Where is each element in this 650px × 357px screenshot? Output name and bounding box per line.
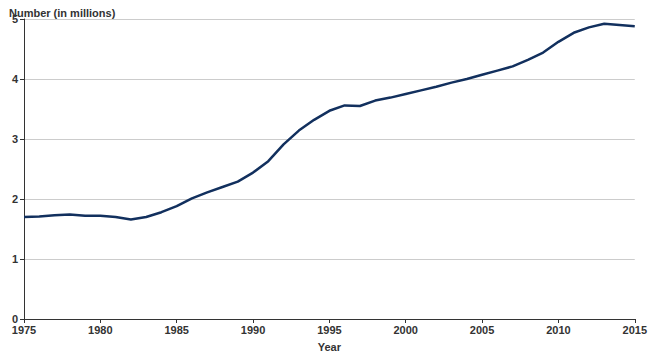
svg-text:0: 0 (11, 313, 18, 325)
svg-text:Year: Year (318, 341, 342, 353)
svg-text:2: 2 (12, 193, 18, 205)
svg-text:Number (in millions): Number (in millions) (9, 7, 116, 19)
svg-text:2010: 2010 (546, 324, 570, 336)
svg-text:1985: 1985 (164, 324, 188, 336)
svg-text:3: 3 (12, 133, 18, 145)
svg-text:2015: 2015 (623, 324, 647, 336)
svg-text:1980: 1980 (88, 324, 112, 336)
svg-text:2000: 2000 (393, 324, 417, 336)
svg-text:1995: 1995 (317, 324, 341, 336)
svg-text:1975: 1975 (12, 324, 36, 336)
svg-text:1: 1 (12, 253, 18, 265)
svg-text:1990: 1990 (241, 324, 265, 336)
svg-text:4: 4 (12, 73, 19, 85)
svg-text:5: 5 (11, 13, 18, 25)
svg-text:2005: 2005 (470, 324, 494, 336)
